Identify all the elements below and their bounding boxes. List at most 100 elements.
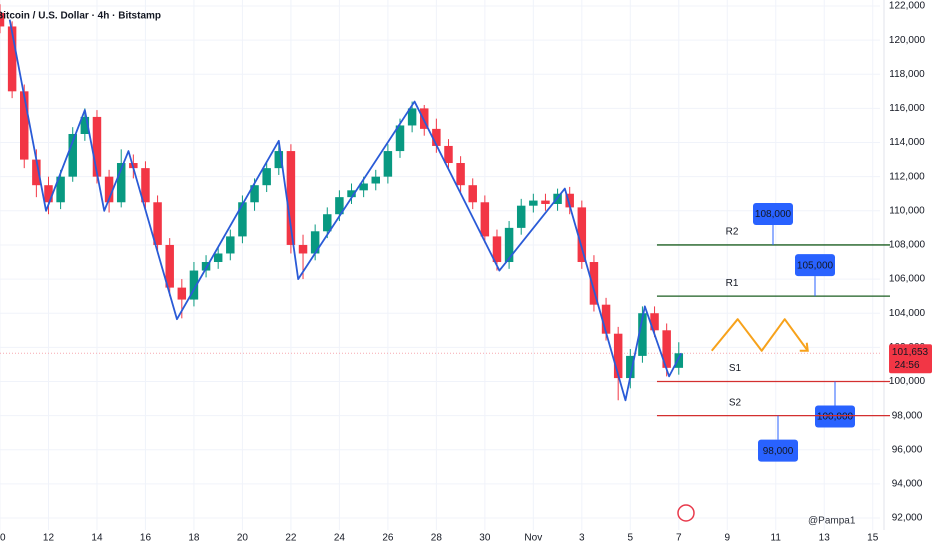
x-tick-label: 16 [140, 533, 152, 544]
y-tick-label: 110,000 [889, 205, 925, 216]
x-tick-label: 3 [579, 533, 585, 544]
level-name: S2 [729, 397, 742, 408]
candle-body [286, 151, 296, 245]
x-tick-label: 9 [724, 533, 730, 544]
y-tick-label: 116,000 [889, 103, 925, 114]
projection-arrowhead [799, 342, 809, 352]
candle-body [141, 168, 150, 203]
y-tick-label: 114,000 [889, 137, 925, 148]
callout-label: 105,000 [797, 260, 834, 271]
x-tick-label: 5 [628, 533, 634, 544]
callout-label: 108,000 [755, 209, 792, 220]
candle-body [250, 185, 259, 203]
candle-body [32, 159, 41, 186]
x-tick-label: 15 [867, 533, 879, 544]
candle-body [310, 231, 320, 254]
candle-body [323, 214, 332, 232]
candle-body [80, 116, 90, 134]
candle-body [650, 313, 659, 331]
y-tick-label: 98,000 [892, 410, 923, 421]
candle-body [601, 304, 611, 334]
candle-body [20, 91, 29, 160]
y-tick-label: 108,000 [889, 240, 926, 251]
candle-body [589, 262, 599, 305]
y-tick-label: 94,000 [892, 479, 923, 490]
callout-box [815, 405, 855, 428]
candle-body [7, 26, 17, 92]
x-tick-label: 28 [431, 533, 443, 544]
callout-label: 100,000 [817, 412, 854, 423]
x-tick-label: 24 [334, 533, 346, 544]
candle-body [662, 330, 671, 368]
candle-body [480, 202, 490, 237]
candle-body [420, 108, 429, 129]
candle-body [395, 125, 405, 152]
y-tick-label: 120,000 [889, 35, 926, 46]
y-tick-label: 112,000 [889, 171, 925, 182]
level-name: R1 [726, 278, 739, 289]
x-tick-label: 12 [43, 533, 55, 544]
level-name: R2 [726, 227, 739, 238]
price-tag-countdown: 24:56 [894, 360, 919, 371]
candle-body [153, 202, 162, 245]
y-tick-label: 104,000 [889, 308, 926, 319]
callout-box [753, 202, 793, 225]
candle-body [407, 108, 417, 126]
candle-body [529, 200, 538, 206]
x-tick-label: 10 [0, 533, 6, 544]
candle-body [577, 207, 587, 263]
candle-body [541, 200, 550, 204]
x-tick-label: 7 [676, 533, 682, 544]
candle-body [565, 193, 574, 208]
x-tick-label: 30 [479, 533, 491, 544]
candle-body [335, 197, 344, 215]
candle-body [104, 176, 114, 203]
candle-body [213, 253, 223, 263]
candle-body [298, 244, 308, 254]
level-name: S1 [729, 363, 742, 374]
candle-body [516, 205, 526, 228]
x-tick-label: 20 [237, 533, 249, 544]
candle-body [189, 270, 199, 300]
candle-body [626, 355, 635, 379]
candle-body [68, 133, 77, 177]
y-tick-label: 106,000 [889, 274, 926, 285]
y-tick-label: 96,000 [892, 444, 923, 455]
callout-box [758, 439, 798, 462]
watermark: @Pampa1 [808, 516, 856, 527]
x-tick-label: 26 [382, 533, 394, 544]
y-tick-label: 122,000 [889, 1, 926, 12]
candle-body [638, 313, 647, 356]
candle-body [56, 176, 65, 203]
candle-body [674, 353, 684, 368]
candle-body [116, 163, 126, 203]
x-tick-label: 14 [91, 533, 103, 544]
y-tick-label: 92,000 [892, 513, 923, 524]
candle-body [359, 183, 368, 191]
candle-body [177, 287, 187, 300]
y-tick-label: 100,000 [889, 376, 926, 387]
candle-body [432, 128, 441, 146]
candle-body [201, 262, 211, 271]
callout-box [795, 254, 835, 277]
x-tick-label: 13 [819, 533, 831, 544]
x-tick-label: 22 [285, 533, 297, 544]
chart-title: Bitcoin / U.S. Dollar · 4h · Bitstamp [0, 11, 161, 22]
candle-body [347, 190, 356, 198]
projection-path [710, 318, 809, 352]
price-tag [889, 344, 932, 374]
candle-body [238, 202, 247, 237]
candle-body [492, 236, 502, 263]
x-tick-label: 18 [188, 533, 200, 544]
x-tick-label: Nov [524, 533, 542, 544]
candle-body [456, 163, 465, 186]
y-tick-label: 118,000 [889, 69, 925, 80]
candle-body [92, 116, 102, 177]
callout-label: 98,000 [763, 446, 794, 457]
candle-body [613, 333, 623, 379]
candle-body [444, 145, 453, 164]
candle-body [274, 151, 284, 169]
candle-body [226, 236, 235, 254]
candle-body [262, 168, 271, 186]
